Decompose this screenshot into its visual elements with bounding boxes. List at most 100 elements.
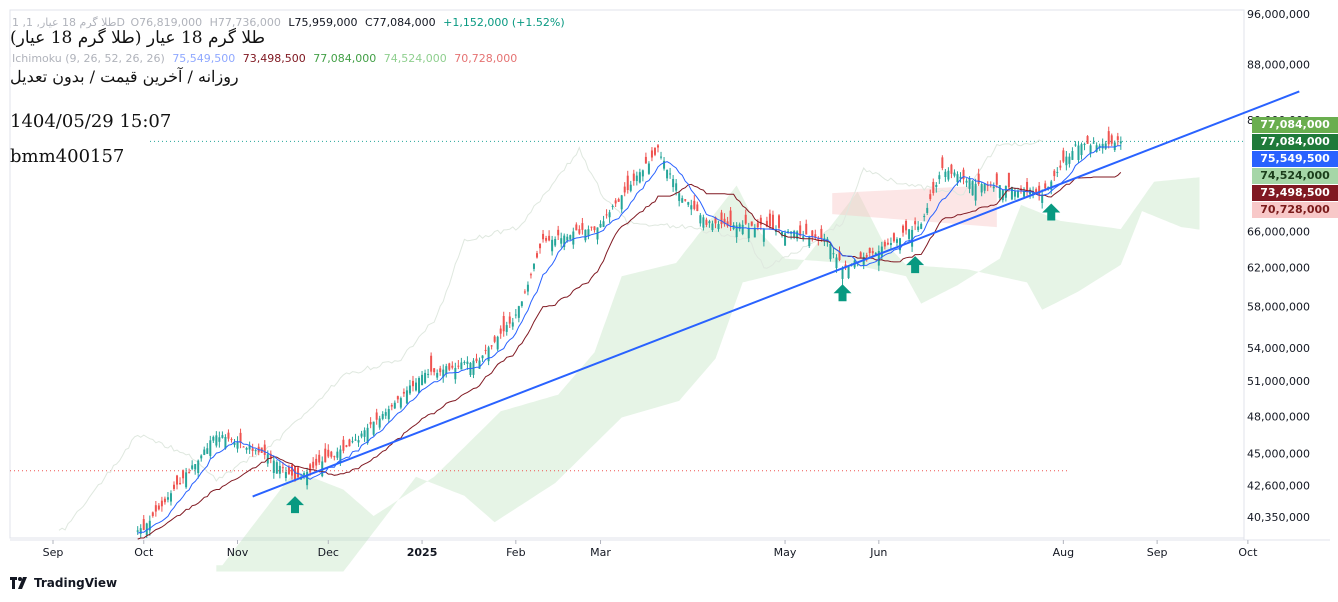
candle-body — [741, 224, 744, 235]
candle-body — [950, 164, 953, 174]
candle-body — [287, 467, 290, 474]
candle-body — [145, 523, 148, 535]
candle-body — [1107, 131, 1110, 145]
x-tick-label: Mar — [590, 546, 611, 559]
candle-body — [599, 223, 602, 228]
candle-body — [191, 465, 194, 469]
candle-body — [578, 229, 581, 234]
candle-body — [1083, 143, 1086, 145]
candle-body — [932, 181, 935, 194]
y-tick-label: 58,000,000 — [1247, 300, 1310, 313]
candle-body — [451, 365, 454, 368]
candle-body — [762, 228, 765, 242]
candle-body — [233, 442, 236, 445]
tradingview-logo[interactable]: TradingView — [10, 576, 117, 590]
candle-body — [883, 241, 886, 247]
candle-body — [971, 180, 974, 196]
candle-body — [632, 173, 635, 181]
price-axis[interactable]: 96,000,00088,000,00080,000,00066,000,000… — [1247, 8, 1310, 524]
legend-change: +1,152,000 (+1.52%) — [443, 16, 565, 29]
chart-title: طلا گرم 18 عیار (طلا گرم 18 عیار) — [10, 28, 266, 48]
candle-body — [245, 447, 248, 450]
legend-series-label: 1 ,طلا گرم 18 عیار, 1D — [12, 16, 125, 29]
candle-body — [200, 455, 203, 459]
candle-body — [947, 170, 950, 180]
candle-body — [865, 255, 868, 257]
x-tick-label: Oct — [134, 546, 154, 559]
candle-body — [490, 345, 493, 347]
legend-open: O76,819,000 — [130, 16, 203, 29]
y-tick-label: 54,000,000 — [1247, 342, 1310, 355]
candle-body — [995, 173, 998, 185]
candle-body — [206, 448, 209, 454]
candle-body — [209, 440, 212, 456]
plot-area — [9, 9, 1245, 539]
candle-body — [617, 199, 620, 202]
candle-body — [983, 183, 986, 191]
candle-body — [787, 231, 790, 233]
candle-body — [169, 493, 172, 502]
candle-body — [402, 391, 405, 394]
candle-body — [684, 199, 687, 201]
candle-body — [309, 464, 312, 473]
candle-body — [653, 147, 656, 155]
candle-body — [832, 253, 835, 255]
trendline[interactable] — [252, 90, 1300, 498]
candle-body — [357, 440, 360, 443]
candle-body — [611, 205, 614, 207]
candle-body — [647, 163, 650, 174]
candle-body — [272, 460, 275, 473]
candle-body — [532, 263, 535, 269]
tradingview-icon — [10, 577, 27, 589]
ichimoku-chikou-value: 77,084,000 — [313, 52, 377, 65]
candle-body — [511, 322, 514, 327]
candle-body — [729, 210, 732, 226]
candle-body — [929, 194, 932, 200]
candle-body — [657, 145, 659, 148]
candle-body — [154, 505, 157, 512]
candle-body — [336, 451, 339, 458]
candle-body — [796, 231, 799, 239]
candle-body — [384, 412, 387, 416]
candle-body — [502, 316, 505, 332]
candle-body — [847, 266, 850, 279]
candle-body — [823, 238, 826, 241]
candle-body — [303, 473, 306, 476]
support-arrow-icon — [1042, 203, 1061, 221]
candle-body — [1119, 141, 1122, 144]
candle-body — [197, 460, 200, 473]
candle-body — [393, 402, 396, 409]
candle-body — [935, 184, 938, 188]
y-tick-label: 48,000,000 — [1247, 410, 1310, 423]
tenkan-line — [137, 145, 1121, 534]
candle-body — [1001, 190, 1004, 201]
candle-body — [593, 226, 596, 231]
candle-body — [941, 157, 944, 169]
candle-body — [699, 215, 702, 224]
candle-body — [660, 156, 663, 158]
candle-body — [693, 200, 696, 209]
candle-body — [753, 227, 756, 238]
candle-body — [539, 243, 542, 249]
candle-body — [920, 223, 923, 229]
candle-body — [418, 378, 421, 393]
candle-body — [747, 227, 750, 239]
candle-body — [396, 396, 399, 400]
candle-body — [899, 238, 901, 251]
candle-body — [520, 301, 523, 306]
candle-body — [536, 253, 538, 258]
time-axis[interactable]: Sep Oct Nov Dec 2025 Feb Mar May Jun Aug Sep Oct — [43, 540, 1258, 559]
candle-body — [566, 236, 569, 241]
candle-body — [427, 373, 430, 375]
candle-body — [551, 239, 554, 252]
y-tick-label: 88,000,000 — [1247, 58, 1310, 71]
candle-body — [173, 484, 175, 489]
candle-body — [829, 243, 832, 260]
candle-body — [977, 173, 980, 184]
candle-body — [499, 328, 502, 334]
candle-body — [508, 316, 511, 324]
candle-body — [917, 226, 920, 230]
candle-body — [166, 497, 169, 500]
y-tick-label: 45,000,000 — [1247, 448, 1310, 461]
